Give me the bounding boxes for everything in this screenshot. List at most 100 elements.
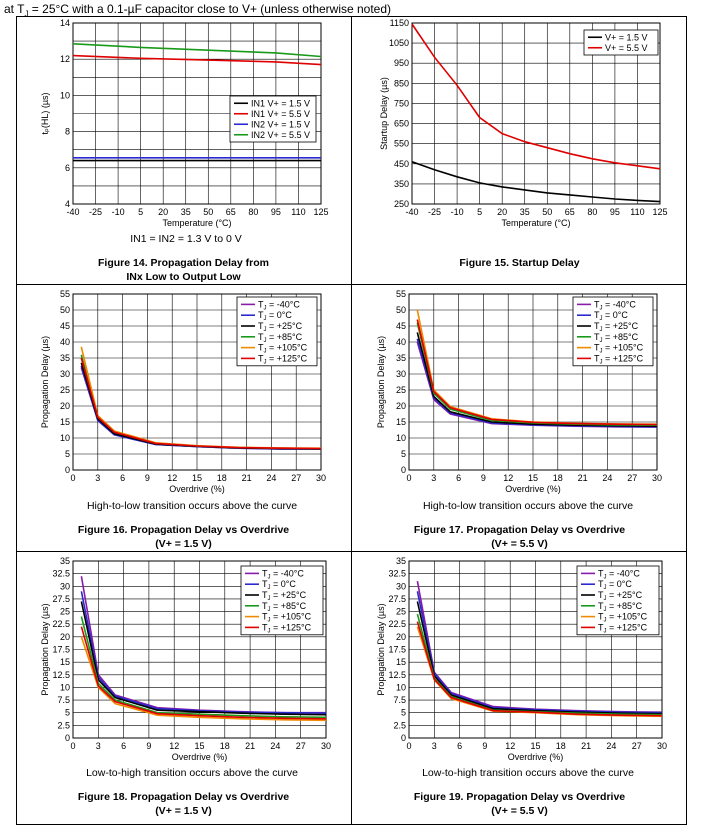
fig19-y-tick-label-5: 12.5 <box>388 670 406 680</box>
fig17-x-tick-label-7: 21 <box>578 473 588 483</box>
fig17-y-tick-label-7: 35 <box>396 353 406 363</box>
caption-fig14-line1: Figure 14. Propagation Delay from <box>98 257 269 269</box>
caption-fig14: Figure 14. Propagation Delay from INx Lo… <box>16 256 351 284</box>
fig18-series-line-3 <box>80 616 327 719</box>
fig17-y-tick-label-8: 40 <box>396 337 406 347</box>
fig18-y-axis-label: Propagation Delay (µs) <box>40 603 50 695</box>
fig15-y-tick-label-1: 350 <box>394 179 409 189</box>
caption-fig15: Figure 15. Startup Delay <box>352 256 687 270</box>
fig18-legend-label-2: TJ = +25°C <box>262 590 307 602</box>
fig14-plot-border <box>72 22 322 205</box>
fig15-x-tick-label-5: 35 <box>520 207 530 217</box>
fig18-y-tick-label-14: 35 <box>60 556 70 566</box>
caption-fig17-line2: (V+ = 5.5 V) <box>491 538 548 550</box>
fig16-series-line-5 <box>80 357 322 450</box>
fig15-plot-border <box>411 22 661 205</box>
fig18-y-tick-label-8: 20 <box>60 632 70 642</box>
fig15-y-axis-label: Startup Delay (µs) <box>379 77 389 150</box>
fig19-x-tick-label-6: 18 <box>556 741 566 751</box>
fig18-legend-label-0: TJ = -40°C <box>262 568 304 580</box>
caption-fig18-line2: (V+ = 1.5 V) <box>155 805 212 817</box>
fig19-legend-label-3: TJ = +85°C <box>598 601 643 613</box>
fig17-y-tick-label-10: 50 <box>396 305 406 315</box>
caption-fig16-line2: (V+ = 1.5 V) <box>155 538 212 550</box>
fig18-y-tick-label-12: 30 <box>60 581 70 591</box>
fig14-legend-label-0: IN1 V+ = 1.5 V <box>251 98 310 108</box>
fig14-y-tick-label-3: 10 <box>60 90 70 100</box>
fig19-y-tick-label-8: 20 <box>396 632 406 642</box>
fig17-x-tick-label-8: 24 <box>602 473 612 483</box>
fig19-y-tick-label-11: 27.5 <box>388 594 406 604</box>
fig17-series-line-2 <box>416 332 658 427</box>
fig18-x-axis-label: Overdrive (%) <box>172 752 228 762</box>
fig14-series-line-1 <box>72 54 322 66</box>
fig19-x-tick-label-8: 24 <box>606 741 616 751</box>
fig16-y-tick-label-1: 5 <box>65 449 70 459</box>
fig19-legend-box <box>576 565 660 636</box>
fig19-x-tick-label-9: 27 <box>632 741 642 751</box>
fig16-legend-box <box>236 296 318 367</box>
fig14-x-tick-label-10: 110 <box>291 207 305 217</box>
fig19-y-tick-label-6: 15 <box>396 657 406 667</box>
caption-fig16: Figure 16. Propagation Delay vs Overdriv… <box>16 523 351 551</box>
fig16-y-tick-label-11: 55 <box>60 289 70 299</box>
fig16-x-tick-label-7: 21 <box>242 473 252 483</box>
fig18-legend-label-3: TJ = +85°C <box>262 601 307 613</box>
fig19-y-tick-label-4: 10 <box>396 682 406 692</box>
fig16-y-tick-label-10: 50 <box>60 305 70 315</box>
fig15-y-tick-label-7: 950 <box>394 58 409 68</box>
fig19-y-tick-label-13: 32.5 <box>388 569 406 579</box>
fig18-legend-label-1: TJ = 0°C <box>262 579 296 591</box>
fig19-legend-label-5: TJ = +125°C <box>598 622 648 634</box>
fig19-y-axis-label: Propagation Delay (µs) <box>376 603 386 695</box>
fig15-y-tick-label-9: 1150 <box>390 18 409 28</box>
fig19-y-tick-label-7: 17.5 <box>388 645 406 655</box>
caption-fig18: Figure 18. Propagation Delay vs Overdriv… <box>16 790 351 818</box>
fig17-y-tick-label-0: 0 <box>401 465 406 475</box>
fig14-x-tick-label-8: 80 <box>248 207 258 217</box>
fig19-x-axis-label: Overdrive (%) <box>508 752 564 762</box>
fig17-y-tick-label-3: 15 <box>396 417 406 427</box>
fig19-y-tick-label-2: 5 <box>401 708 406 718</box>
fig17-y-tick-label-2: 10 <box>396 433 406 443</box>
fig17-x-tick-label-2: 6 <box>456 473 461 483</box>
fig18-x-tick-label-7: 21 <box>245 741 255 751</box>
fig16-x-tick-label-4: 12 <box>167 473 177 483</box>
fig16-x-tick-label-0: 0 <box>70 473 75 483</box>
fig16-y-tick-label-7: 35 <box>60 353 70 363</box>
fig17-x-tick-label-1: 3 <box>431 473 436 483</box>
fig14-legend-label-3: IN2 V+ = 5.5 V <box>251 130 310 140</box>
fig19-y-tick-label-9: 22.5 <box>388 619 406 629</box>
fig17-x-tick-label-0: 0 <box>406 473 411 483</box>
fig17-legend-label-4: TJ = +105°C <box>594 343 644 355</box>
fig15-x-tick-label-9: 95 <box>610 207 620 217</box>
fig16-x-tick-label-8: 24 <box>266 473 276 483</box>
fig16-y-tick-label-9: 45 <box>60 321 70 331</box>
fig15-x-tick-label-2: -10 <box>451 207 464 217</box>
fig15-x-tick-label-10: 110 <box>630 207 644 217</box>
fig14-x-tick-label-3: 5 <box>138 207 143 217</box>
fig15-y-tick-label-4: 650 <box>394 119 409 129</box>
fig14-y-tick-label-1: 6 <box>65 163 70 173</box>
fig16-legend-label-3: TJ = +85°C <box>258 332 303 344</box>
fig18-legend-label-4: TJ = +105°C <box>262 612 312 624</box>
fig19-x-tick-label-5: 15 <box>530 741 540 751</box>
fig17-x-tick-label-4: 12 <box>503 473 513 483</box>
fig16-legend-label-0: TJ = -40°C <box>258 299 300 311</box>
fig17-y-tick-label-5: 25 <box>396 385 406 395</box>
fig19-y-tick-label-12: 30 <box>396 581 406 591</box>
fig19-series-line-5 <box>416 621 663 717</box>
fig17-y-tick-label-4: 20 <box>396 401 406 411</box>
caption-fig18-line1: Figure 18. Propagation Delay vs Overdriv… <box>77 791 290 803</box>
fig17-y-axis-label: Propagation Delay (µs) <box>376 336 386 428</box>
fig16-y-tick-label-6: 30 <box>60 369 70 379</box>
fig19-legend-label-0: TJ = -40°C <box>598 568 640 580</box>
note-fig16: High-to-low transition occurs above the … <box>86 500 298 512</box>
note-fig18: Low-to-high transition occurs above the … <box>86 767 298 779</box>
fig19-series-line-1 <box>416 591 663 714</box>
fig18-y-tick-label-7: 17.5 <box>52 645 70 655</box>
fig15-legend-label-0: V+ = 1.5 V <box>605 32 648 42</box>
